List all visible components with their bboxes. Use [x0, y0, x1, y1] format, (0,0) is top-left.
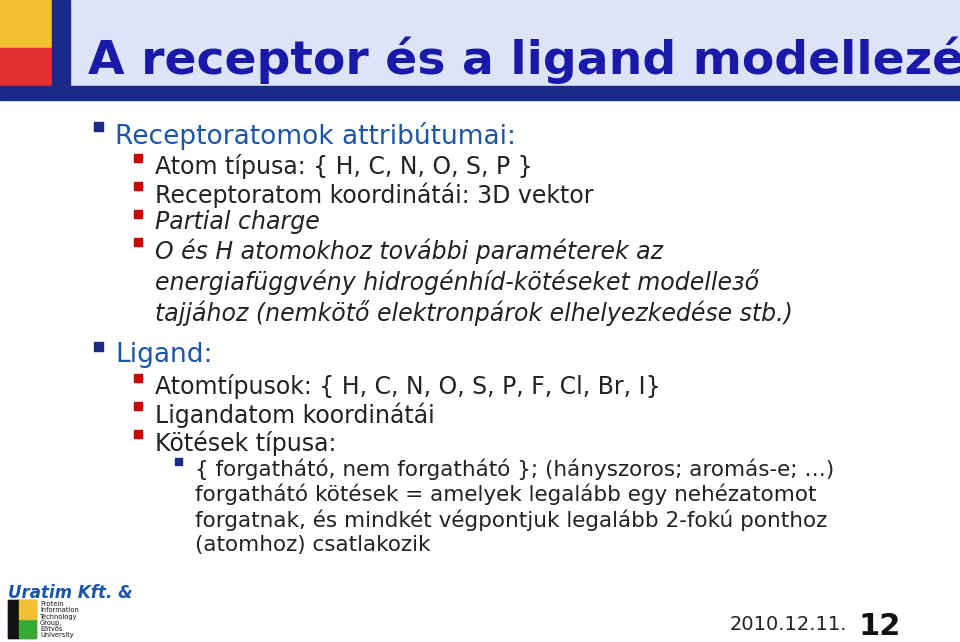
Bar: [134, 182, 142, 190]
Text: Group,: Group,: [40, 620, 62, 626]
Bar: [70, 0, 960, 86]
Bar: [134, 374, 142, 382]
Text: Atom típusa: { H, C, N, O, S, P }: Atom típusa: { H, C, N, O, S, P }: [155, 154, 533, 179]
Text: University: University: [40, 632, 74, 639]
Bar: [93, 122, 103, 131]
Text: Information: Information: [40, 607, 79, 613]
Bar: [0, 86, 960, 100]
Bar: [134, 154, 142, 162]
Bar: [52, 0, 70, 86]
Bar: [0, 48, 52, 86]
Text: { forgathátó, nem forgathátó }; (hányszoros; aromás-e; …)
forgathátó kötések = a: { forgathátó, nem forgathátó }; (hányszo…: [195, 458, 834, 555]
Bar: [8, 600, 19, 638]
Bar: [134, 402, 142, 410]
Bar: [134, 210, 142, 218]
Text: Receptoratom koordinátái: 3D vektor: Receptoratom koordinátái: 3D vektor: [155, 182, 593, 207]
Bar: [93, 342, 103, 351]
Text: 12: 12: [858, 612, 900, 641]
Bar: [175, 458, 181, 465]
Text: Eötvös: Eötvös: [40, 626, 62, 632]
Text: Ligand:: Ligand:: [115, 342, 212, 368]
Text: Receptoratomok attribútumai:: Receptoratomok attribútumai:: [115, 122, 516, 150]
Bar: [19, 619, 36, 638]
Bar: [0, 0, 52, 48]
Bar: [134, 238, 142, 246]
Bar: [8, 600, 36, 638]
Text: Ligandatom koordinátái: Ligandatom koordinátái: [155, 402, 435, 428]
Bar: [134, 430, 142, 438]
Text: Technology: Technology: [40, 614, 78, 620]
Text: Uratim Kft. &: Uratim Kft. &: [8, 584, 132, 602]
Text: Protein: Protein: [40, 601, 63, 607]
Text: Kötések típusa:: Kötések típusa:: [155, 430, 336, 456]
Text: Atomtípusok: { H, C, N, O, S, P, F, Cl, Br, I}: Atomtípusok: { H, C, N, O, S, P, F, Cl, …: [155, 374, 660, 399]
Text: Partial charge: Partial charge: [155, 210, 320, 234]
Text: O és H atomokhoz további paraméterek az
energiafüggvény hidrogénhíd-kötéseket mo: O és H atomokhoz további paraméterek az …: [155, 238, 793, 326]
Text: 2010.12.11.: 2010.12.11.: [730, 615, 848, 634]
Text: A receptor és a ligand modellezése: A receptor és a ligand modellezése: [88, 36, 960, 83]
Bar: [19, 600, 36, 619]
